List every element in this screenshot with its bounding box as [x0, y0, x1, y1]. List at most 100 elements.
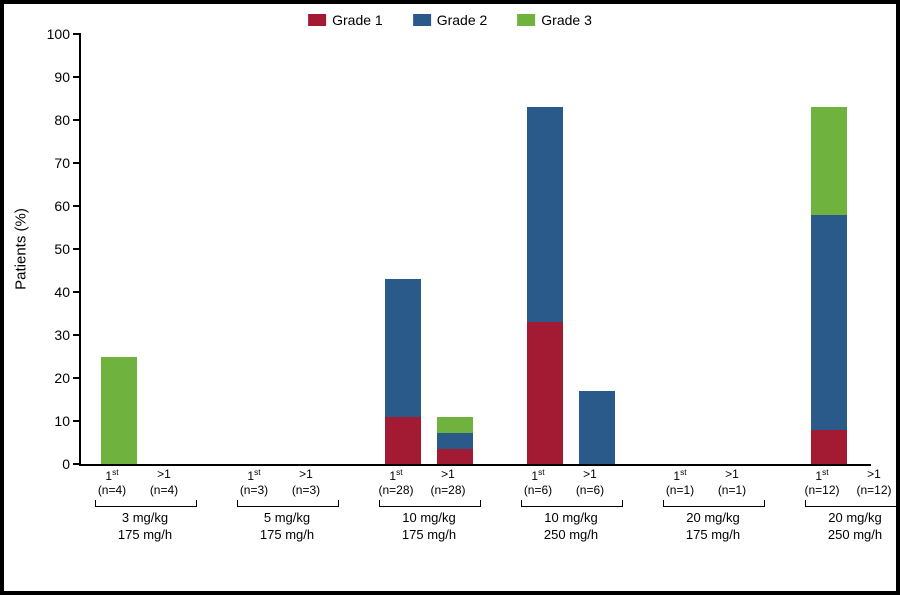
bar-label-top: >1	[707, 467, 757, 481]
bar-seg-grade2	[437, 433, 473, 449]
y-axis-title: Patients (%)	[13, 208, 30, 290]
bar-label-top: 1st	[797, 467, 847, 483]
bar-label-n: (n=28)	[371, 483, 421, 497]
legend: Grade 1 Grade 2 Grade 3	[308, 12, 592, 28]
y-tick-label: 0	[36, 456, 70, 472]
y-tick	[73, 33, 81, 35]
legend-swatch-icon	[413, 14, 431, 26]
legend-label: Grade 2	[437, 12, 488, 28]
group-label: 10 mg/kg175 mg/h	[375, 510, 483, 544]
bar-label-top: >1	[281, 467, 331, 481]
bar-column: 1st(n=12)	[811, 34, 847, 464]
y-tick	[73, 334, 81, 336]
bar-label-n: (n=4)	[139, 483, 189, 497]
stacked-bar	[437, 34, 473, 464]
group-bracket-icon	[237, 500, 339, 507]
stacked-bar	[385, 34, 421, 464]
plot-area: Patients (%) 01020304050607080901001st(n…	[79, 34, 871, 466]
y-tick	[73, 76, 81, 78]
group-bracket-icon	[663, 500, 765, 507]
stacked-bar	[863, 34, 899, 464]
y-tick-label: 10	[36, 413, 70, 429]
stacked-bar	[101, 34, 137, 464]
y-tick	[73, 420, 81, 422]
legend-swatch-icon	[517, 14, 535, 26]
legend-label: Grade 1	[332, 12, 383, 28]
bar-label-top: 1st	[229, 467, 279, 483]
y-tick-label: 20	[36, 370, 70, 386]
bar-seg-grade3	[437, 417, 473, 433]
stacked-bar	[295, 34, 331, 464]
bar-column: 1st(n=28)	[385, 34, 421, 464]
y-tick	[73, 162, 81, 164]
bar-column: >1(n=4)	[153, 34, 189, 464]
bar-column: >1(n=6)	[579, 34, 615, 464]
bar-seg-grade2	[579, 391, 615, 464]
bar-label-n: (n=6)	[513, 483, 563, 497]
bar-column: 1st(n=1)	[669, 34, 705, 464]
bar-seg-grade3	[101, 357, 137, 465]
bar-label-n: (n=28)	[423, 483, 473, 497]
y-tick	[73, 291, 81, 293]
bar-column: >1(n=12)	[863, 34, 899, 464]
stacked-bar	[579, 34, 615, 464]
bar-column: 1st(n=6)	[527, 34, 563, 464]
y-tick-label: 100	[36, 26, 70, 42]
stacked-bar	[811, 34, 847, 464]
stacked-bar	[243, 34, 279, 464]
y-tick	[73, 119, 81, 121]
legend-label: Grade 3	[541, 12, 592, 28]
bar-label-top: >1	[565, 467, 615, 481]
bar-column: 1st(n=4)	[101, 34, 137, 464]
bar-column: 1st(n=3)	[243, 34, 279, 464]
y-tick-label: 40	[36, 284, 70, 300]
bar-column: >1(n=28)	[437, 34, 473, 464]
bar-seg-grade1	[385, 417, 421, 464]
bar-label-top: >1	[849, 467, 899, 481]
bar-column: >1(n=1)	[721, 34, 757, 464]
bar-seg-grade2	[527, 107, 563, 322]
group-label: 20 mg/kg250 mg/h	[801, 510, 900, 544]
bar-seg-grade1	[811, 430, 847, 464]
bar-label-n: (n=6)	[565, 483, 615, 497]
bar-label-top: >1	[139, 467, 189, 481]
group-label: 5 mg/kg175 mg/h	[233, 510, 341, 544]
bar-seg-grade1	[527, 322, 563, 464]
bar-column: >1(n=3)	[295, 34, 331, 464]
stacked-bar	[721, 34, 757, 464]
y-tick-label: 80	[36, 112, 70, 128]
bar-label-top: 1st	[655, 467, 705, 483]
bar-seg-grade2	[385, 279, 421, 417]
bar-label-top: 1st	[513, 467, 563, 483]
bar-label-n: (n=12)	[797, 483, 847, 497]
y-tick	[73, 377, 81, 379]
y-tick	[73, 248, 81, 250]
legend-swatch-icon	[308, 14, 326, 26]
y-tick	[73, 463, 81, 465]
bar-label-n: (n=1)	[707, 483, 757, 497]
group-bracket-icon	[379, 500, 481, 507]
y-tick-label: 90	[36, 69, 70, 85]
bar-label-n: (n=4)	[87, 483, 137, 497]
bar-label-n: (n=3)	[229, 483, 279, 497]
group-label: 3 mg/kg175 mg/h	[91, 510, 199, 544]
y-tick-label: 70	[36, 155, 70, 171]
stacked-bar	[527, 34, 563, 464]
bar-label-n: (n=12)	[849, 483, 899, 497]
chart-frame: Grade 1Grade 2Grade 3 Patients (%) 01020…	[0, 0, 900, 595]
bar-label-top: 1st	[371, 467, 421, 483]
bar-seg-grade3	[811, 107, 847, 215]
stacked-bar	[669, 34, 705, 464]
group-bracket-icon	[521, 500, 623, 507]
stacked-bar	[153, 34, 189, 464]
bar-label-top: >1	[423, 467, 473, 481]
legend-item: Grade 3	[517, 12, 592, 28]
group-bracket-icon	[805, 500, 900, 507]
y-tick	[73, 205, 81, 207]
group-label: 20 mg/kg175 mg/h	[659, 510, 767, 544]
legend-item: Grade 1	[308, 12, 383, 28]
legend-item: Grade 2	[413, 12, 488, 28]
bar-seg-grade2	[811, 215, 847, 430]
y-tick-label: 30	[36, 327, 70, 343]
bar-label-top: 1st	[87, 467, 137, 483]
